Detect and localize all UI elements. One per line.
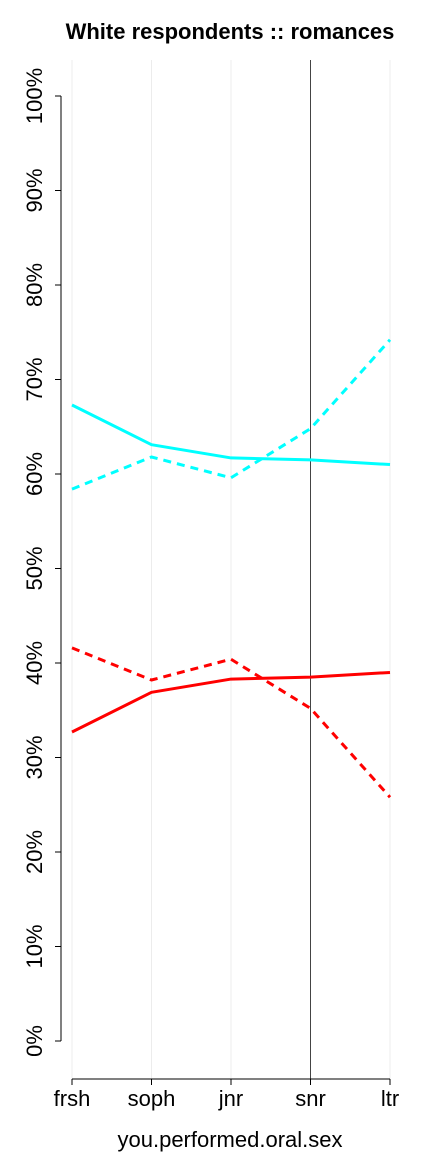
x-axis-label: you.performed.oral.sex: [118, 1127, 343, 1152]
y-tick-label: 30%: [22, 735, 47, 779]
gridlines: [71, 60, 391, 1080]
y-tick-label: 0%: [22, 1025, 47, 1057]
x-tick-label-jnr: jnr: [218, 1086, 243, 1111]
y-tick-label: 20%: [22, 830, 47, 874]
series-line-3: [71, 670, 391, 734]
chart-title: White respondents :: romances: [66, 19, 395, 44]
series-line-1: [71, 403, 391, 467]
series-lines: [71, 338, 392, 799]
y-tick-label: 60%: [22, 452, 47, 496]
axes: [55, 95, 391, 1085]
series-line-4: [71, 646, 392, 799]
y-tick-label: 70%: [22, 357, 47, 401]
y-tick-label: 40%: [22, 641, 47, 685]
y-tick-labels: 0% 10% 20% 30% 40% 50% 60% 70% 80% 90% 100%: [22, 68, 47, 1057]
x-tick-label-ltr: ltr: [381, 1086, 399, 1111]
x-tick-labels: frsh soph jnr snr ltr: [54, 1086, 400, 1111]
x-tick-label-frsh: frsh: [54, 1086, 91, 1111]
series-line-2: [71, 338, 392, 491]
y-tick-label: 80%: [22, 263, 47, 307]
x-tick-label-soph: soph: [128, 1086, 176, 1111]
y-tick-label: 100%: [22, 68, 47, 124]
x-tick-label-snr: snr: [295, 1086, 326, 1111]
y-tick-label: 90%: [22, 168, 47, 212]
y-tick-label: 10%: [22, 924, 47, 968]
y-tick-label: 50%: [22, 546, 47, 590]
